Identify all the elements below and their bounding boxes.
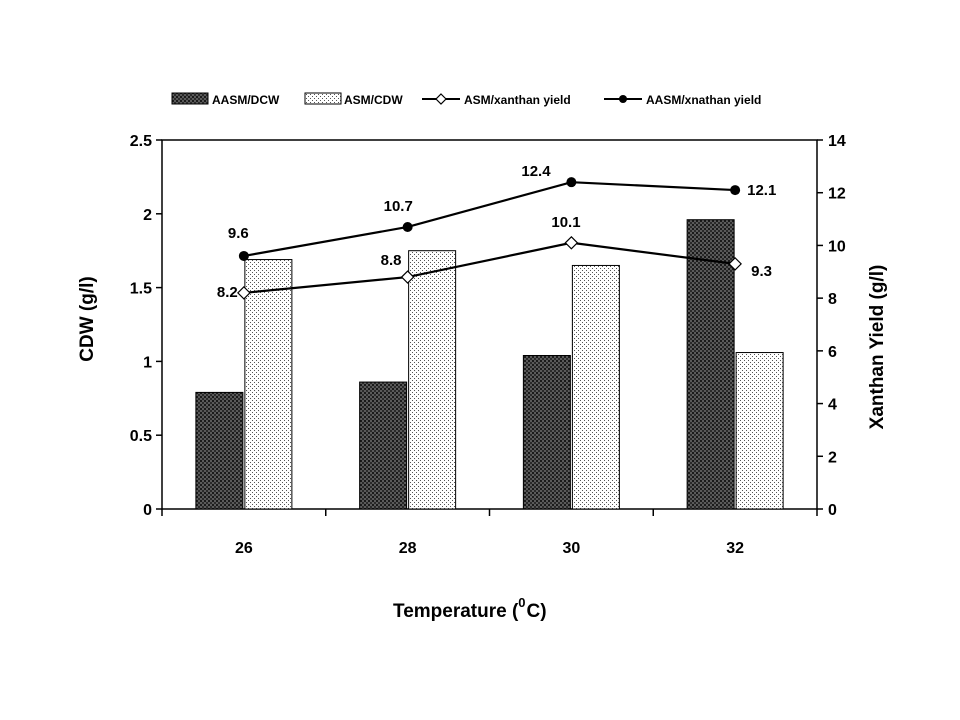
y2-tick-label-8: 8 bbox=[828, 291, 837, 308]
legend-item-asm-xanthan: ASM/xanthan yield bbox=[422, 93, 571, 107]
bars-layer bbox=[196, 220, 783, 509]
legend-label-asm-cdw: ASM/CDW bbox=[344, 93, 403, 107]
legend-label-aasm-xanthan: AASM/xnathan yield bbox=[646, 93, 761, 107]
legend-item-aasm-xanthan: AASM/xnathan yield bbox=[604, 93, 761, 107]
x-tick-label-26: 26 bbox=[235, 540, 253, 557]
y2-tick-label-0: 0 bbox=[828, 502, 837, 519]
y-axis-title: CDW (g/l) bbox=[77, 276, 98, 361]
point-aasm-xnathan-yield-32 bbox=[730, 185, 740, 195]
y-tick-label-1: 1 bbox=[143, 354, 152, 371]
point-aasm-xnathan-yield-26 bbox=[239, 251, 249, 261]
y-tick-label-0.5: 0.5 bbox=[130, 428, 152, 445]
y2-tick-label-14: 14 bbox=[828, 133, 846, 150]
data-label-asm-xanthan-32: 9.3 bbox=[751, 263, 772, 280]
bar-asm-cdw-26 bbox=[245, 260, 292, 509]
legend-item-aasm-dcw: AASM/DCW bbox=[172, 93, 280, 107]
x-axis-title: Temperature (0C) bbox=[393, 595, 547, 622]
data-label-asm-xanthan-26: 8.2 bbox=[217, 284, 238, 301]
legend-marker-circle bbox=[619, 95, 627, 103]
y2-axis-title: Xanthan Yield (g/l) bbox=[867, 265, 888, 430]
bar-aasm-dcw-28 bbox=[360, 382, 407, 509]
data-label-aasm-xanthan-30: 12.4 bbox=[521, 163, 551, 180]
bar-aasm-dcw-26 bbox=[196, 392, 243, 509]
x-axis-title-end: C) bbox=[527, 601, 547, 622]
point-aasm-xnathan-yield-30 bbox=[566, 177, 576, 187]
data-label-aasm-xanthan-28: 10.7 bbox=[384, 198, 413, 215]
y-tick-label-2.5: 2.5 bbox=[130, 133, 152, 150]
x-tick-label-28: 28 bbox=[399, 540, 417, 557]
y2-tick-label-4: 4 bbox=[828, 397, 837, 414]
bar-asm-cdw-30 bbox=[572, 265, 619, 509]
legend-label-aasm-dcw: AASM/DCW bbox=[212, 93, 280, 107]
line-aasm-xnathan-yield bbox=[244, 182, 735, 256]
point-asm-xanthan-yield-30 bbox=[565, 237, 577, 249]
data-label-asm-xanthan-30: 10.1 bbox=[551, 214, 580, 231]
legend-swatch-aasm-dcw bbox=[172, 93, 208, 104]
data-label-aasm-xanthan-32: 12.1 bbox=[747, 182, 776, 199]
legend-swatch-asm-cdw bbox=[305, 93, 341, 104]
line-asm-xanthan-yield bbox=[244, 243, 735, 293]
y-tick-label-1.5: 1.5 bbox=[130, 281, 152, 298]
legend-marker-diamond bbox=[436, 94, 446, 104]
bar-asm-cdw-28 bbox=[409, 251, 456, 509]
legend-item-asm-cdw: ASM/CDW bbox=[305, 93, 403, 107]
bar-aasm-dcw-30 bbox=[523, 355, 570, 509]
x-tick-label-30: 30 bbox=[562, 540, 580, 557]
y2-tick-label-2: 2 bbox=[828, 449, 837, 466]
x-axis-title-sup: 0 bbox=[518, 595, 525, 610]
x-tick-label-32: 32 bbox=[726, 540, 744, 557]
bar-asm-cdw-32 bbox=[736, 353, 783, 509]
data-label-asm-xanthan-28: 8.8 bbox=[381, 252, 402, 269]
legend-label-asm-xanthan: ASM/xanthan yield bbox=[464, 93, 571, 107]
x-axis-title-main: Temperature ( bbox=[393, 601, 519, 622]
data-label-aasm-xanthan-26: 9.6 bbox=[228, 225, 249, 242]
point-aasm-xnathan-yield-28 bbox=[403, 222, 413, 232]
legend: AASM/DCW ASM/CDW ASM/xanthan yield AASM/… bbox=[172, 93, 761, 107]
y-tick-label-0: 0 bbox=[143, 502, 152, 519]
y2-tick-label-6: 6 bbox=[828, 344, 837, 361]
y2-tick-label-10: 10 bbox=[828, 238, 846, 255]
chart: AASM/DCW ASM/CDW ASM/xanthan yield AASM/… bbox=[0, 0, 960, 720]
y2-tick-label-12: 12 bbox=[828, 186, 846, 203]
y-tick-label-2: 2 bbox=[143, 207, 152, 224]
